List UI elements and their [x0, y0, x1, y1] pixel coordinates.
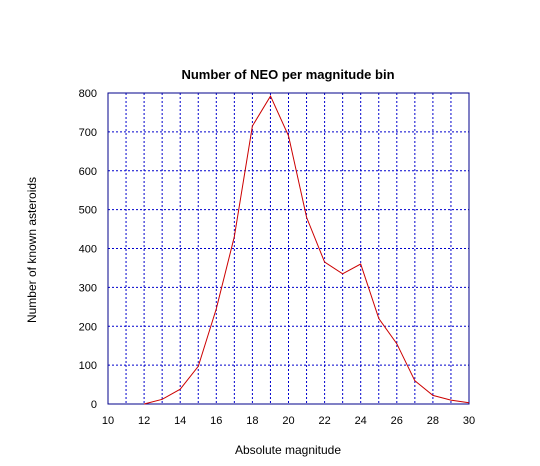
series-group [143, 95, 470, 405]
y-tick-label: 500 [79, 205, 97, 217]
y-tick-label: 0 [91, 399, 97, 411]
y-tick-label: 400 [79, 244, 97, 256]
y-tick-label: 300 [79, 282, 97, 294]
y-tick-label: 100 [79, 360, 97, 372]
y-tick-label: 800 [79, 88, 97, 100]
x-tick-label: 26 [391, 415, 403, 427]
x-tick-label: 20 [282, 415, 294, 427]
x-tick-label: 28 [427, 415, 439, 427]
y-tick-label: 700 [79, 127, 97, 139]
x-tick-label: 18 [246, 415, 258, 427]
y-axis-ticks: 0 100 200 300 400 500 600 700 800 [79, 88, 97, 411]
x-tick-label: 22 [318, 415, 330, 427]
x-tick-label: 30 [463, 415, 475, 427]
x-tick-label: 12 [138, 415, 150, 427]
x-tick-label: 24 [355, 415, 367, 427]
y-tick-label: 600 [79, 166, 97, 178]
x-axis-ticks: 10 12 14 16 18 20 22 24 26 28 30 [102, 415, 475, 427]
y-axis-label: Number of known asteroids [25, 177, 39, 323]
plot-frame [107, 92, 470, 405]
x-tick-label: 10 [102, 415, 114, 427]
series-line [143, 95, 470, 405]
x-tick-label: 16 [210, 415, 222, 427]
y-tick-label: 200 [79, 321, 97, 333]
grid [108, 93, 469, 404]
chart-title: Number of NEO per magnitude bin [181, 67, 394, 82]
x-axis-label: Absolute magnitude [235, 443, 341, 457]
x-tick-label: 14 [174, 415, 186, 427]
